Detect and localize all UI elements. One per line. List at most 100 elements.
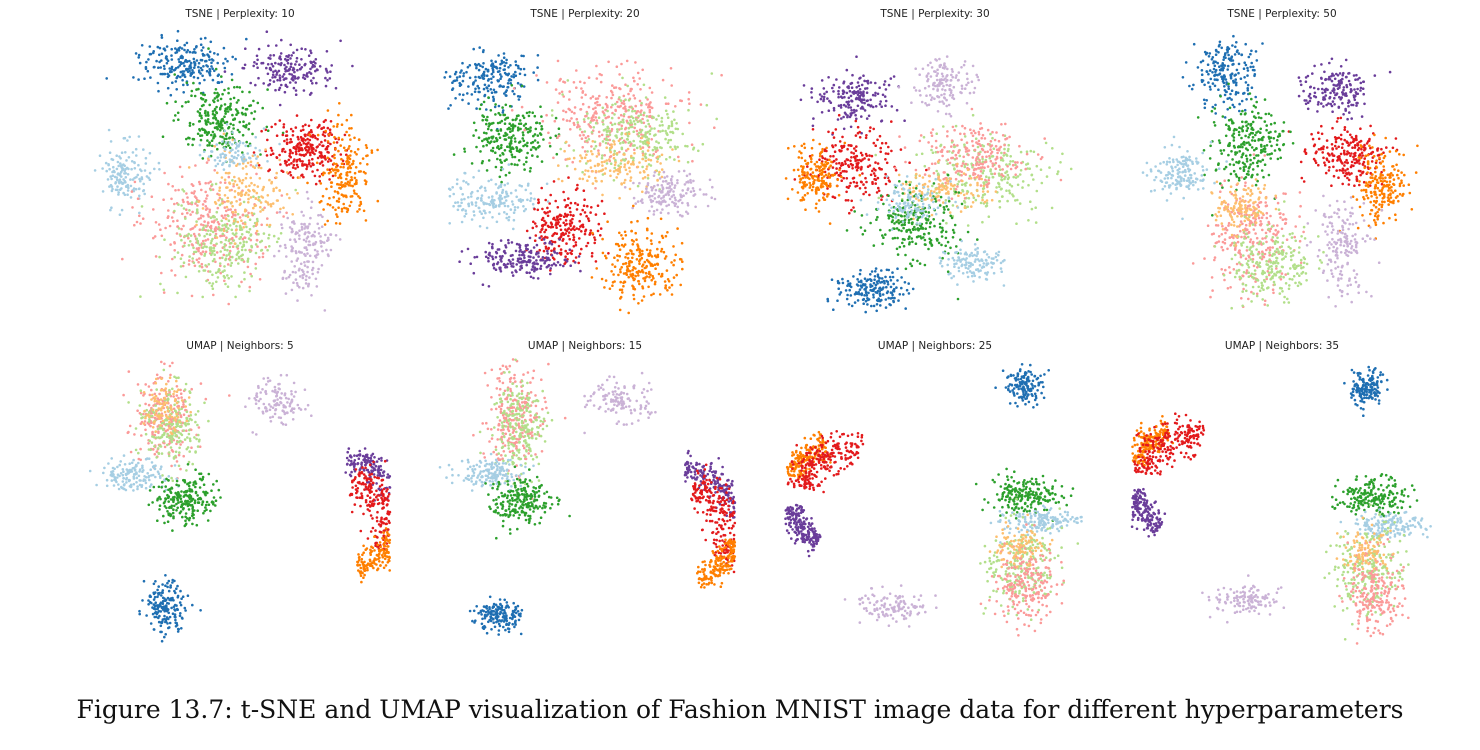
scatter-point	[170, 58, 174, 61]
scatter-point	[661, 180, 665, 183]
scatter-point	[861, 98, 864, 101]
scatter-point	[298, 63, 301, 66]
scatter-point	[323, 171, 326, 175]
scatter-point	[884, 172, 887, 176]
scatter-point	[177, 227, 181, 230]
scatter-point	[532, 71, 535, 74]
scatter-point	[222, 216, 225, 220]
scatter-point	[143, 192, 146, 196]
scatter-point	[476, 189, 479, 193]
scatter-point	[286, 58, 290, 62]
scatter-point	[303, 261, 306, 264]
scatter-point	[203, 129, 207, 132]
scatter-point	[540, 228, 543, 232]
scatter-point	[501, 254, 504, 258]
scatter-point	[143, 169, 147, 172]
scatter-point	[539, 105, 542, 108]
scatter-point	[470, 195, 473, 198]
scatter-point	[625, 272, 628, 276]
scatter-point	[242, 155, 246, 159]
scatter-point	[104, 161, 108, 165]
scatter-point	[663, 176, 666, 179]
scatter-point	[547, 246, 550, 250]
scatter-point	[659, 217, 663, 221]
scatter-point	[562, 221, 565, 225]
scatter-point	[884, 99, 888, 103]
scatter-point	[208, 71, 211, 74]
scatter-point	[632, 76, 635, 80]
scatter-point	[223, 129, 227, 133]
scatter-point	[233, 155, 236, 159]
scatter-point	[301, 139, 305, 143]
scatter-point	[859, 151, 863, 155]
scatter-point	[688, 121, 691, 125]
scatter-point	[180, 227, 183, 231]
scatter-point	[866, 165, 870, 168]
scatter-point	[132, 76, 135, 79]
scatter-point	[486, 68, 490, 72]
scatter-point	[630, 162, 633, 166]
scatter-point	[509, 82, 512, 85]
scatter-point	[365, 154, 368, 158]
scatter-point	[247, 188, 250, 192]
scatter-point	[218, 189, 221, 192]
scatter-point	[246, 161, 250, 165]
scatter-point	[564, 219, 568, 222]
scatter-point	[316, 250, 319, 253]
scatter-point	[517, 257, 520, 261]
scatter-point	[594, 260, 598, 263]
scatter-point	[320, 245, 323, 248]
scatter-point	[475, 107, 478, 110]
scatter-point	[242, 240, 246, 243]
scatter-point	[300, 58, 303, 61]
scatter-point	[534, 127, 538, 131]
scatter-point	[256, 66, 259, 69]
scatter-point	[563, 258, 567, 262]
scatter-point	[223, 156, 226, 159]
scatter-point	[301, 276, 305, 280]
scatter-point	[669, 67, 673, 70]
scatter-point	[203, 111, 207, 115]
scatter-point	[639, 270, 642, 274]
scatter-point	[463, 171, 466, 175]
scatter-point	[552, 262, 556, 265]
scatter-point	[186, 49, 190, 52]
scatter-point	[336, 169, 340, 173]
scatter-point	[636, 243, 639, 246]
scatter-point	[258, 278, 262, 281]
scatter-point	[632, 130, 635, 133]
scatter-point	[289, 138, 292, 141]
scatter-point	[860, 167, 863, 170]
scatter-point	[205, 59, 208, 63]
scatter-point	[643, 170, 646, 174]
scatter-point	[860, 131, 863, 135]
scatter-point	[292, 51, 295, 54]
scatter-point	[810, 96, 814, 99]
scatter-point	[316, 271, 320, 274]
scatter-point	[228, 141, 231, 144]
scatter-point	[562, 264, 565, 268]
scatter-point	[170, 269, 173, 272]
scatter-point	[516, 64, 520, 68]
scatter-point	[641, 146, 645, 149]
scatter-point	[549, 269, 552, 272]
scatter-point	[809, 167, 813, 171]
scatter-point	[540, 235, 543, 238]
scatter-point	[278, 74, 281, 77]
scatter-point	[449, 104, 452, 107]
scatter-point	[242, 124, 245, 128]
scatter-point	[188, 124, 192, 127]
scatter-point	[134, 52, 138, 55]
scatter-point	[569, 219, 572, 222]
scatter-point	[170, 197, 173, 201]
scatter-point	[226, 248, 229, 252]
scatter-point	[640, 198, 644, 201]
scatter-point	[349, 149, 353, 153]
scatter-point	[514, 118, 517, 122]
scatter-point	[529, 251, 533, 255]
scatter-point	[944, 112, 948, 116]
scatter-point	[275, 211, 279, 214]
scatter-point	[228, 105, 231, 109]
scatter-point	[630, 154, 633, 158]
scatter-point	[211, 188, 215, 191]
